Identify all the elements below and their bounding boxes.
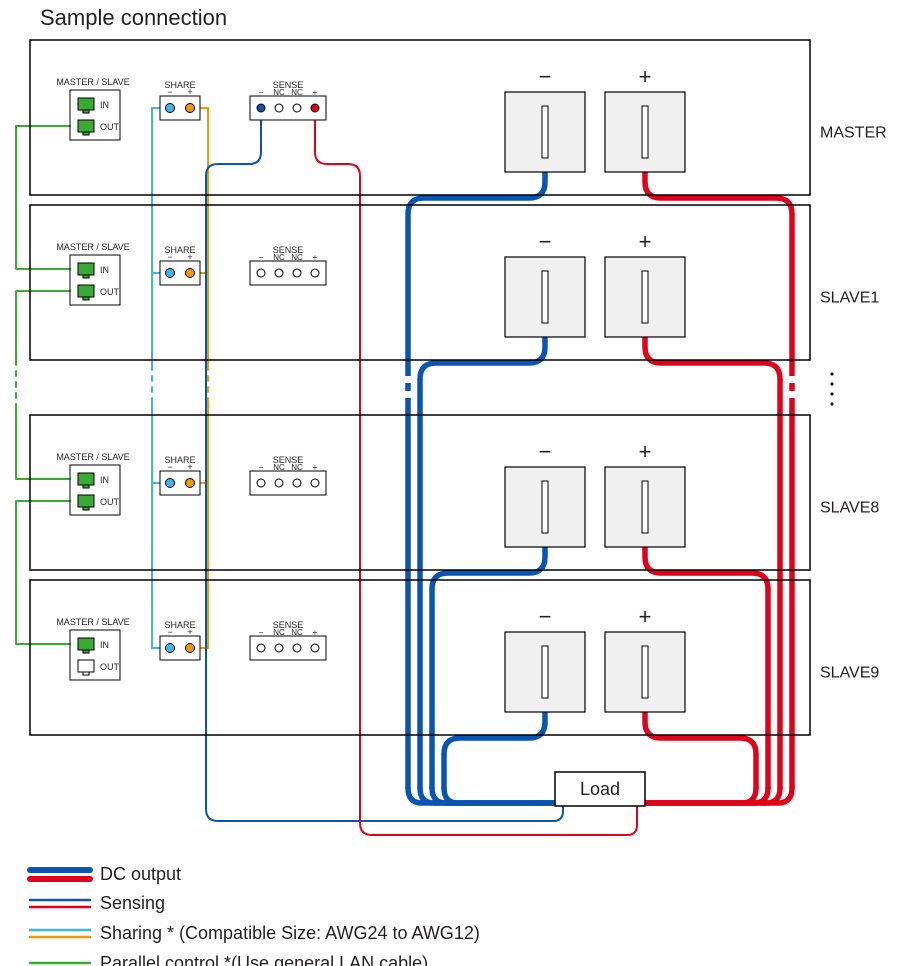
- svg-text:MASTER / SLAVE: MASTER / SLAVE: [56, 77, 129, 87]
- svg-text:SLAVE1: SLAVE1: [820, 290, 879, 307]
- svg-text:OUT: OUT: [100, 662, 120, 672]
- svg-text:DC output: DC output: [100, 864, 181, 884]
- svg-text:MASTER / SLAVE: MASTER / SLAVE: [56, 242, 129, 252]
- svg-text:IN: IN: [100, 475, 109, 485]
- svg-text:NC: NC: [291, 88, 303, 97]
- svg-text:NC: NC: [291, 628, 303, 637]
- svg-text:+: +: [313, 253, 318, 262]
- svg-text:Load: Load: [580, 779, 620, 799]
- svg-text:NC: NC: [273, 88, 285, 97]
- svg-text:+: +: [313, 88, 318, 97]
- svg-text:−: −: [259, 88, 264, 97]
- svg-text:NC: NC: [291, 463, 303, 472]
- svg-text:NC: NC: [273, 253, 285, 262]
- svg-text:OUT: OUT: [100, 287, 120, 297]
- svg-text:OUT: OUT: [100, 122, 120, 132]
- svg-text:IN: IN: [100, 100, 109, 110]
- svg-text:−: −: [167, 87, 172, 97]
- svg-text:Parallel control *(Use general: Parallel control *(Use general LAN cable…: [100, 953, 428, 966]
- svg-text:+: +: [639, 439, 652, 464]
- svg-text:+: +: [187, 462, 192, 472]
- svg-text:SLAVE9: SLAVE9: [820, 665, 879, 682]
- svg-text:+: +: [187, 252, 192, 262]
- svg-text:+: +: [639, 229, 652, 254]
- svg-text:−: −: [259, 628, 264, 637]
- svg-text:Sensing: Sensing: [100, 893, 165, 913]
- title: Sample connection: [40, 5, 227, 30]
- svg-text:IN: IN: [100, 265, 109, 275]
- svg-text:−: −: [167, 252, 172, 262]
- svg-text:+: +: [313, 463, 318, 472]
- svg-text:−: −: [539, 229, 552, 254]
- svg-text:+: +: [187, 87, 192, 97]
- svg-text:MASTER: MASTER: [820, 125, 887, 142]
- svg-text:−: −: [259, 253, 264, 262]
- svg-text:OUT: OUT: [100, 497, 120, 507]
- svg-text:MASTER / SLAVE: MASTER / SLAVE: [56, 617, 129, 627]
- svg-text:+: +: [313, 628, 318, 637]
- svg-text:+: +: [639, 64, 652, 89]
- svg-text:+: +: [639, 604, 652, 629]
- svg-text:−: −: [167, 627, 172, 637]
- svg-text:−: −: [167, 462, 172, 472]
- svg-text:Sharing * (Compatible Size: AW: Sharing * (Compatible Size: AWG24 to AWG…: [100, 923, 480, 943]
- svg-text:IN: IN: [100, 640, 109, 650]
- svg-text:+: +: [187, 627, 192, 637]
- svg-text:−: −: [539, 604, 552, 629]
- svg-text:SLAVE8: SLAVE8: [820, 500, 879, 517]
- svg-text:−: −: [539, 439, 552, 464]
- svg-text:MASTER / SLAVE: MASTER / SLAVE: [56, 452, 129, 462]
- svg-text:NC: NC: [291, 253, 303, 262]
- svg-text:−: −: [259, 463, 264, 472]
- svg-text:−: −: [539, 64, 552, 89]
- svg-text:NC: NC: [273, 463, 285, 472]
- svg-text:NC: NC: [273, 628, 285, 637]
